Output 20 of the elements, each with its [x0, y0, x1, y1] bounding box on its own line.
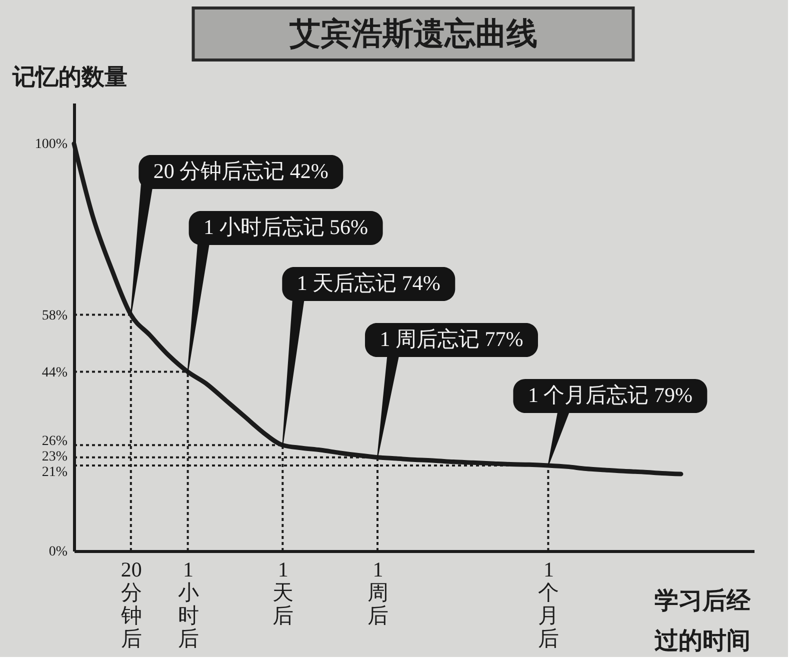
x-tick-label: 1小时后 [178, 558, 199, 650]
chart-title: 艾宾浩斯遗忘曲线 [288, 16, 538, 51]
y-tick-label: 100% [34, 137, 68, 152]
y-tick-label: 58% [42, 308, 68, 324]
x-axis-title: 学习后经过的时间 [654, 588, 752, 654]
y-tick-label: 23% [42, 449, 68, 464]
y-tick-label: 26% [42, 434, 68, 450]
x-tick-label: 1周后 [367, 558, 388, 628]
annotation: 1 周后忘记 77% [380, 327, 524, 351]
annotation: 1 天后忘记 74% [296, 271, 440, 295]
y-tick-label: 0% [48, 544, 68, 560]
x-tick-label: 20分钟后 [120, 558, 142, 650]
y-tick-label: 21% [42, 464, 68, 480]
y-tick-label: 44% [42, 365, 68, 380]
y-axis-title: 记忆的数量 [12, 64, 128, 90]
x-tick-label: 1天后 [272, 558, 294, 628]
annotation: 20 分钟后忘记 42% [153, 159, 328, 183]
annotation: 1 小时后忘记 56% [204, 215, 368, 239]
annotation: 1 个月后忘记 79% [528, 383, 692, 407]
x-tick-label: 1个月后 [538, 558, 560, 650]
